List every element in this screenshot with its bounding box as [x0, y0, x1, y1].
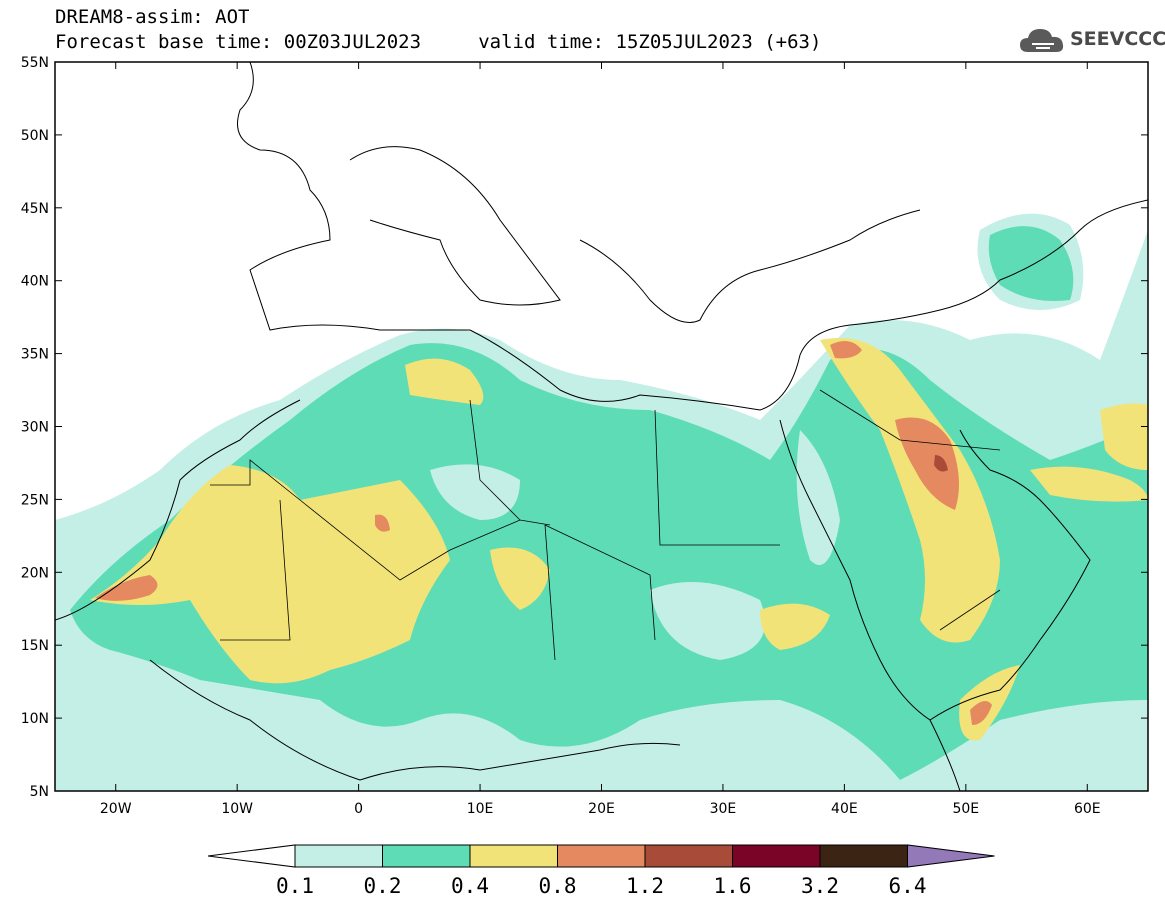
colorbar-label: 0.1 — [276, 874, 314, 898]
x-tick-label: 20W — [100, 801, 132, 817]
country-borders — [210, 389, 1001, 661]
colorbar-label: 0.2 — [364, 874, 402, 898]
colorbar-over-arrow — [907, 844, 995, 868]
colorbar-segment — [294, 844, 383, 868]
colorbar-segment — [557, 844, 646, 868]
x-tick-label: 20E — [588, 801, 615, 817]
colorbar-label: 0.4 — [451, 874, 489, 898]
aot-band-0.2-caspian — [988, 226, 1074, 301]
aot-field — [55, 213, 1148, 791]
x-tick-label: 0 — [354, 801, 363, 817]
x-tick-label: 10E — [467, 801, 494, 817]
x-tick-label: 10W — [221, 801, 253, 817]
x-tick-label: 30E — [710, 801, 737, 817]
y-tick-label: 35N — [21, 347, 49, 363]
colorbar-label: 1.6 — [714, 874, 752, 898]
y-tick-label: 20N — [21, 565, 49, 581]
y-axis: 55N 50N 45N 40N 35N 30N 25N 20N 15N 10N 5N — [21, 55, 1148, 800]
coastlines — [55, 62, 1148, 791]
colorbar-segment — [819, 844, 908, 868]
aot-hole-3 — [796, 430, 840, 565]
x-tick-label: 50E — [952, 801, 979, 817]
logo-text: SEEVCCC — [1070, 28, 1165, 50]
aot-band-0.8-mali — [375, 514, 390, 532]
x-tick-label: 40E — [831, 801, 858, 817]
aot-band-0.4-gulf — [1030, 466, 1148, 502]
aot-band-0.8-mauritania — [95, 575, 158, 601]
y-tick-label: 55N — [21, 55, 49, 71]
colorbar-segment — [732, 844, 821, 868]
colorbar-segment — [469, 844, 558, 868]
y-tick-label: 15N — [21, 638, 49, 654]
aot-band-0.4-arabia — [820, 338, 1000, 643]
colorbar-segment — [382, 844, 471, 868]
y-tick-label: 40N — [21, 274, 49, 290]
x-axis: 20W 10W 0 10E 20E 30E 40E 50E 60E — [100, 62, 1101, 817]
aot-band-0.4-west — [90, 465, 450, 684]
aot-band-0.4-atlas — [405, 358, 484, 405]
seevccc-logo: SEEVCCC — [1018, 24, 1165, 58]
colorbar-label: 3.2 — [801, 874, 839, 898]
y-tick-label: 5N — [30, 784, 49, 800]
y-tick-label: 30N — [21, 420, 49, 436]
forecast-time-line: Forecast base time: 00Z03JUL2023 valid t… — [55, 31, 822, 53]
y-tick-label: 25N — [21, 492, 49, 508]
colorbar-label: 0.8 — [539, 874, 577, 898]
aot-hole-1 — [430, 464, 520, 520]
aot-band-0.2 — [70, 343, 1148, 780]
aot-band-0.8-somalia — [970, 701, 992, 725]
map-title: DREAM8-assim: AOT — [55, 6, 250, 28]
colorbar-label: 6.4 — [889, 874, 927, 898]
colorbar-segment — [644, 844, 733, 868]
aot-band-0.4-iran — [1100, 403, 1148, 470]
cloud-icon — [1020, 29, 1064, 52]
y-tick-label: 10N — [21, 711, 49, 727]
aot-hole-2 — [650, 582, 765, 660]
x-tick-label: 60E — [1074, 801, 1101, 817]
aot-band-0.8-arabia — [895, 417, 959, 510]
aot-band-0.4-chad — [490, 547, 550, 610]
aot-band-0.8-iraq — [830, 341, 862, 359]
colorbar-label: 1.2 — [626, 874, 664, 898]
aot-band-0.4-sudan — [760, 603, 830, 650]
y-tick-label: 50N — [21, 128, 49, 144]
colorbar-under-arrow — [207, 844, 296, 868]
y-tick-label: 45N — [21, 201, 49, 217]
aot-band-1.2 — [934, 455, 948, 472]
colorbar: 0.1 0.2 0.4 0.8 1.2 1.6 3.2 6.4 — [207, 844, 995, 898]
